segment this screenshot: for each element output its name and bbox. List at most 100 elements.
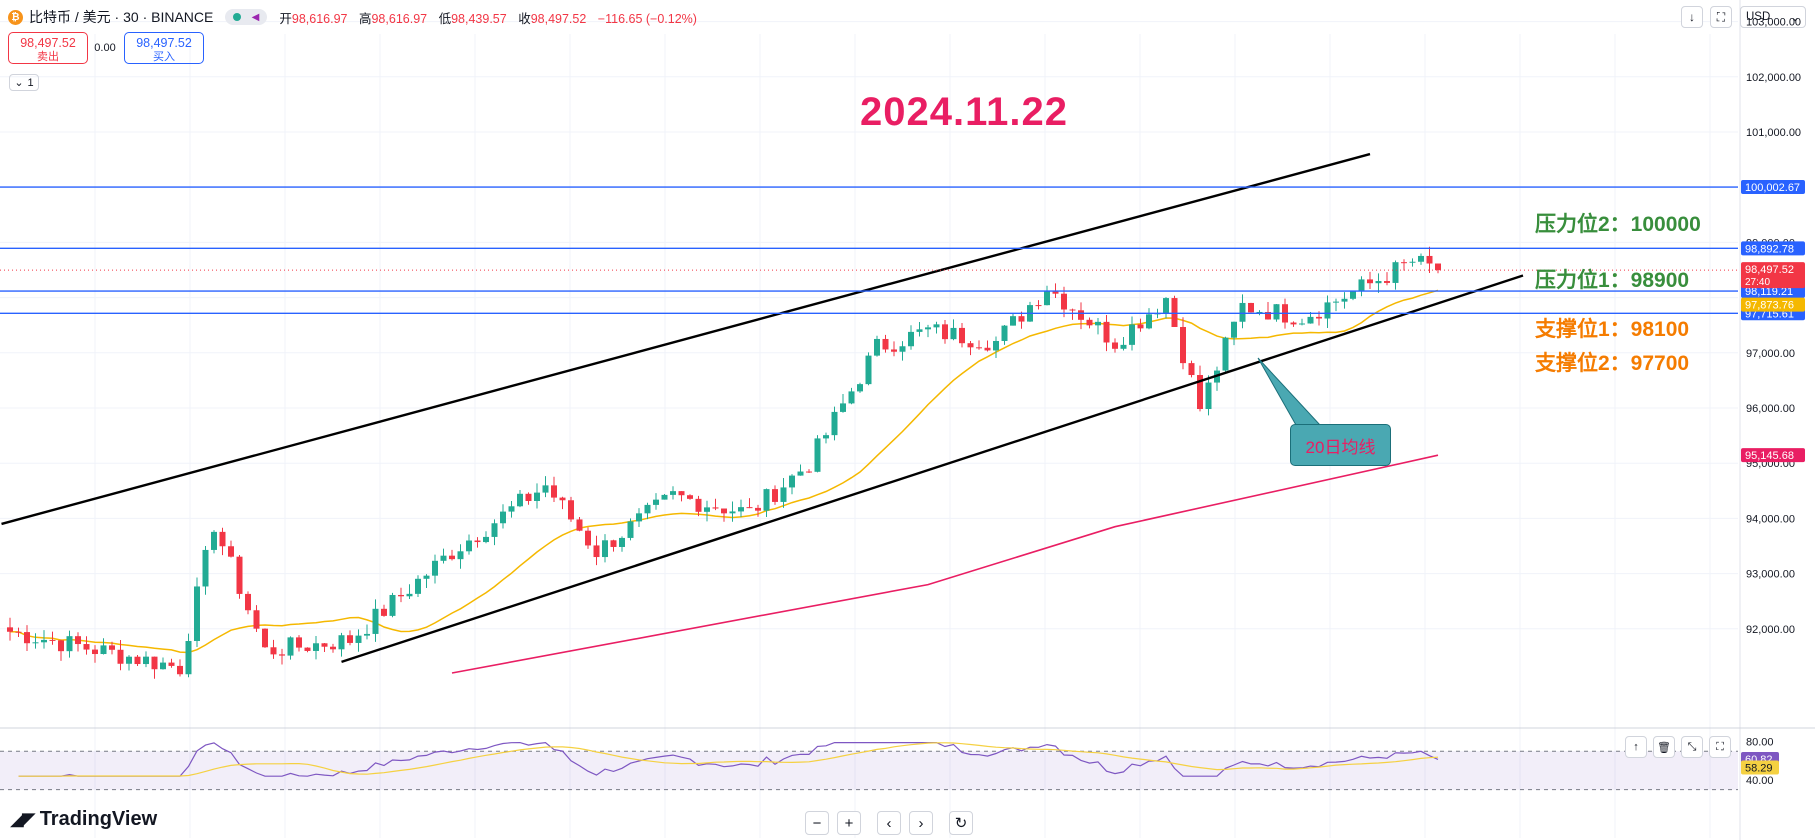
candle-body — [117, 649, 124, 664]
candle-body — [449, 555, 455, 560]
candle-body — [313, 643, 319, 651]
zoom-out-button[interactable]: − — [805, 811, 829, 835]
collapse-indicators-button[interactable]: ⌄ 1 — [9, 74, 39, 91]
close-label: 收 — [518, 11, 531, 26]
candle-body — [1129, 324, 1135, 345]
resistance-2-label: 压力位2：100000 — [1535, 213, 1701, 236]
candle-body — [1316, 316, 1322, 319]
candle-body — [576, 519, 583, 531]
candle-body — [1333, 301, 1339, 303]
candle-body — [661, 494, 668, 500]
trash-icon: 🗑 — [1657, 741, 1671, 754]
change-value: −116.65 (−0.12%) — [597, 11, 697, 26]
candle-body — [831, 411, 838, 436]
buy-price: 98,497.52 — [136, 36, 192, 50]
candle-body — [75, 636, 81, 645]
candle-body — [797, 471, 804, 476]
zoom-in-button[interactable]: + — [837, 811, 861, 835]
candle-body — [500, 511, 506, 524]
candle-body — [1061, 293, 1067, 310]
candle-body — [483, 536, 489, 543]
candle-body — [670, 491, 676, 495]
maximize-pane-button[interactable]: ⛶ — [1709, 736, 1731, 758]
download-button[interactable]: ↓ — [1681, 6, 1703, 28]
candle-body — [602, 540, 608, 558]
currency-select[interactable]: USD ⌄ — [1740, 6, 1806, 28]
fullscreen-button[interactable]: ⛶ — [1710, 6, 1732, 28]
candle-body — [415, 578, 421, 594]
bitcoin-icon: ₿ — [8, 9, 23, 25]
candle-body — [1367, 279, 1373, 284]
level-price-tag: 98,119.21 — [1745, 286, 1793, 298]
candle-body — [109, 645, 115, 650]
y-tick-label: 92,000.00 — [1746, 624, 1795, 636]
candle-body — [1435, 263, 1441, 271]
candle-body — [534, 492, 540, 501]
support-1-label: 支撑位1：98100 — [1535, 318, 1690, 341]
market-open-dot-icon — [233, 13, 242, 21]
scroll-left-button[interactable]: ‹ — [877, 811, 901, 835]
candle-body — [780, 487, 787, 502]
candle-body — [1188, 363, 1195, 376]
candle-body — [559, 497, 566, 501]
level-price-tag-bg — [1741, 241, 1805, 256]
candle-body — [253, 610, 260, 629]
price-tag: 95,145.68 — [1745, 450, 1794, 462]
candle-body — [1205, 382, 1212, 410]
candle-body — [194, 586, 200, 641]
scroll-right-button[interactable]: › — [909, 811, 933, 835]
candle-body — [568, 500, 574, 520]
candle-body — [1171, 298, 1178, 327]
move-pane-up-button[interactable]: ↑ — [1625, 736, 1647, 758]
candle-body — [457, 551, 464, 560]
candle-body — [517, 493, 523, 507]
sell-button[interactable]: 98,497.52 卖出 — [8, 32, 88, 64]
candle-body — [1299, 323, 1305, 325]
candle-body — [1290, 322, 1297, 325]
candle-body — [287, 637, 294, 656]
price-tag: 98,497.52 — [1745, 264, 1794, 276]
frame-icon: ⛶ — [1716, 9, 1726, 24]
triangle-icon: ◀ — [251, 11, 260, 23]
candle-body — [83, 644, 90, 650]
candle-body — [1163, 298, 1169, 314]
candle-body — [933, 324, 940, 328]
candle-body — [1197, 375, 1203, 410]
y-tick-label: 93,000.00 — [1746, 569, 1795, 581]
rsi-line — [18, 741, 1439, 777]
candle-body — [1324, 302, 1331, 319]
candle-body — [1265, 311, 1271, 320]
low-value: 98,439.57 — [451, 11, 507, 26]
ma20-callout[interactable]: 20日均线 — [1290, 424, 1391, 466]
candle-body — [338, 635, 345, 650]
candle-body — [874, 338, 880, 356]
level-price-tag-bg — [1741, 180, 1805, 195]
delete-pane-button[interactable]: 🗑 — [1653, 736, 1675, 758]
candle-body — [1358, 279, 1365, 292]
candle-body — [695, 498, 702, 512]
candle-body — [908, 331, 914, 347]
candle-body — [7, 627, 13, 632]
symbol-title[interactable]: 比特币 / 美元 · 30 · BINANCE — [29, 9, 214, 25]
collapse-pane-button[interactable]: ⤡ — [1681, 736, 1703, 758]
candle-body — [1256, 311, 1263, 313]
chevron-down-icon: ⌄ — [14, 77, 24, 89]
candle-body — [542, 485, 549, 493]
candle-body — [466, 540, 472, 552]
y-tick-label: 103,000.00 — [1746, 17, 1801, 29]
candle-body — [984, 347, 991, 351]
candle-body — [355, 635, 362, 643]
candle-body — [1375, 281, 1382, 284]
market-status[interactable]: ◀ — [225, 9, 268, 25]
price-pane — [0, 152, 1738, 679]
minus-icon: − — [812, 814, 822, 832]
buy-button[interactable]: 98,497.52 买入 — [124, 32, 204, 64]
tradingview-logo[interactable]: ◢◤ TradingView — [10, 808, 157, 831]
candle-body — [1239, 302, 1246, 322]
reset-chart-button[interactable]: ↻ — [949, 811, 973, 835]
candle-body — [364, 633, 370, 636]
candle-body — [296, 637, 302, 648]
candle-body — [32, 642, 39, 644]
candle-body — [168, 662, 175, 666]
